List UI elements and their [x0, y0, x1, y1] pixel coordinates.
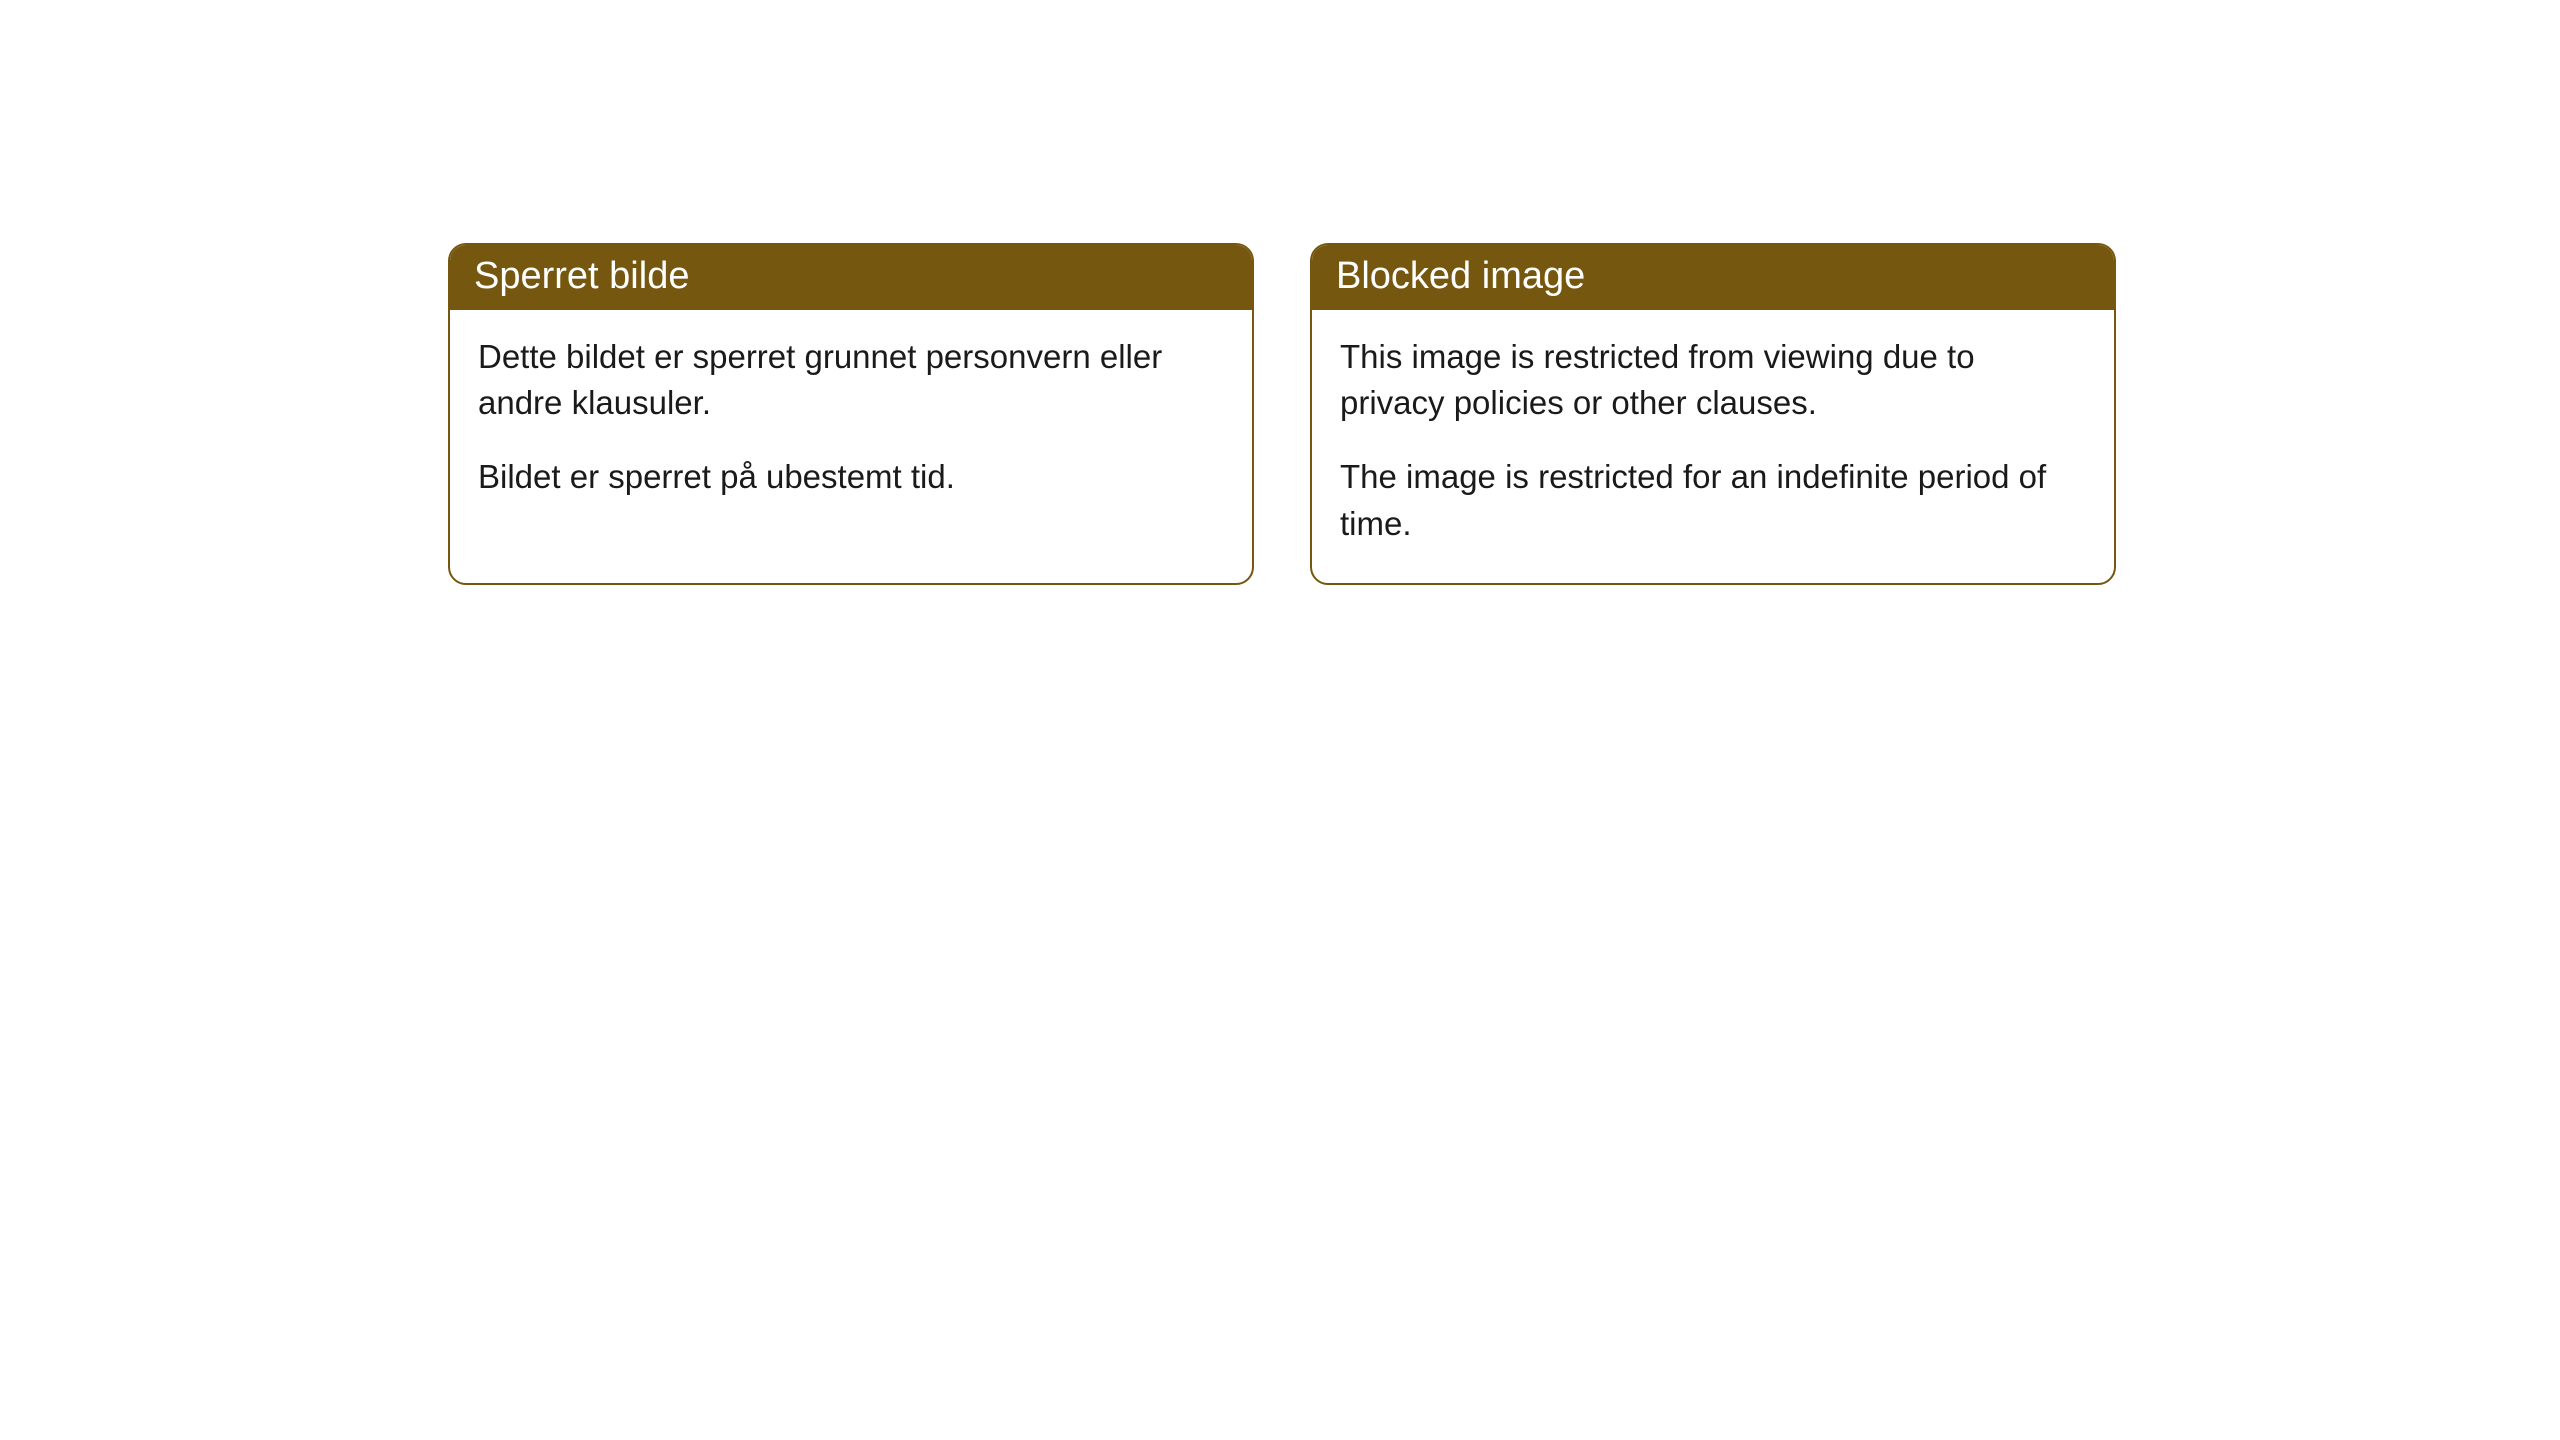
blocked-image-card-norwegian: Sperret bilde Dette bildet er sperret gr… — [448, 243, 1254, 585]
card-body-english: This image is restricted from viewing du… — [1312, 310, 2114, 583]
card-text-norwegian-1: Dette bildet er sperret grunnet personve… — [478, 334, 1224, 426]
blocked-image-card-english: Blocked image This image is restricted f… — [1310, 243, 2116, 585]
card-text-norwegian-2: Bildet er sperret på ubestemt tid. — [478, 454, 1224, 500]
card-text-english-1: This image is restricted from viewing du… — [1340, 334, 2086, 426]
card-body-norwegian: Dette bildet er sperret grunnet personve… — [450, 310, 1252, 537]
card-header-english: Blocked image — [1312, 245, 2114, 310]
notice-cards-container: Sperret bilde Dette bildet er sperret gr… — [448, 243, 2116, 585]
card-text-english-2: The image is restricted for an indefinit… — [1340, 454, 2086, 546]
card-header-norwegian: Sperret bilde — [450, 245, 1252, 310]
